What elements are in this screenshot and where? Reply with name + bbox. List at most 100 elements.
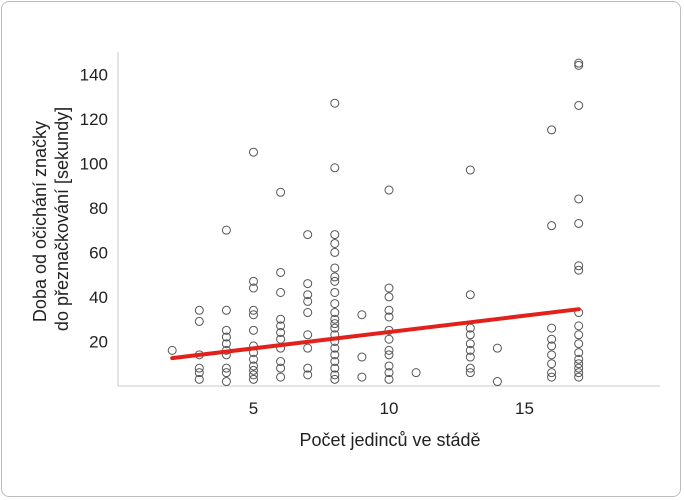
data-point	[330, 323, 340, 333]
data-point	[574, 330, 584, 340]
data-point	[574, 60, 584, 70]
data-point	[303, 308, 313, 318]
data-point	[330, 370, 340, 380]
data-point	[574, 354, 584, 364]
data-point	[249, 374, 258, 384]
data-point	[574, 368, 584, 378]
data-point	[330, 299, 340, 309]
y-tick-label: 120	[80, 110, 108, 129]
data-point	[276, 363, 286, 373]
y-tick-label: 80	[89, 199, 108, 218]
data-point	[384, 305, 394, 315]
data-point	[574, 265, 584, 275]
data-point	[547, 221, 557, 231]
data-point	[384, 350, 394, 360]
data-point	[330, 308, 340, 318]
data-point	[194, 368, 204, 378]
data-point	[574, 261, 584, 271]
data-point	[465, 330, 475, 340]
data-point	[574, 321, 584, 331]
data-point	[194, 305, 204, 315]
data-point	[465, 290, 475, 300]
data-point	[384, 185, 394, 195]
data-point	[330, 98, 340, 108]
data-point	[547, 359, 557, 369]
data-point	[384, 345, 394, 355]
data-point	[303, 230, 313, 240]
data-point	[221, 225, 231, 235]
data-point	[330, 272, 340, 282]
data-point	[547, 350, 557, 360]
data-point	[303, 279, 313, 289]
data-point	[465, 368, 475, 378]
data-point	[303, 296, 313, 306]
data-point	[221, 305, 231, 315]
data-point	[221, 325, 231, 335]
data-point	[330, 230, 340, 240]
axes	[117, 52, 660, 387]
data-point	[303, 363, 313, 373]
data-point	[249, 325, 258, 335]
x-axis-title: Počet jedinců ve stádě	[299, 430, 480, 450]
data-point	[330, 287, 340, 297]
data-point	[276, 314, 286, 324]
data-point	[249, 147, 258, 157]
data-point	[465, 345, 475, 355]
data-point	[249, 354, 258, 364]
data-point	[547, 125, 557, 135]
data-point	[249, 365, 258, 375]
data-point	[574, 218, 584, 228]
data-point	[384, 368, 394, 378]
data-point	[330, 247, 340, 257]
data-point	[330, 363, 340, 373]
data-point	[574, 348, 584, 358]
x-tick-label: 10	[380, 399, 399, 418]
data-point	[330, 319, 340, 329]
data-point	[194, 316, 204, 326]
data-point	[221, 377, 231, 387]
data-point	[167, 345, 177, 355]
x-tick-label: 5	[249, 399, 258, 418]
data-point	[303, 330, 313, 340]
data-point	[547, 323, 557, 333]
data-point	[384, 374, 394, 384]
data-point	[276, 321, 286, 331]
y-tick-label: 40	[89, 288, 108, 307]
data-point	[221, 363, 231, 373]
data-point	[574, 339, 584, 349]
data-point	[249, 310, 258, 320]
data-point	[357, 372, 367, 382]
data-point	[276, 328, 286, 338]
y-axis-title-line1: Doba od očichání značky	[30, 121, 50, 322]
data-point	[330, 238, 340, 248]
data-point	[303, 370, 313, 380]
data-point	[330, 374, 340, 384]
data-point	[330, 314, 340, 324]
data-point	[465, 339, 475, 349]
y-axis-title-line2: do přeznačkování [sekundy]	[52, 107, 72, 331]
data-point	[276, 187, 286, 197]
data-point	[276, 357, 286, 367]
data-point	[194, 374, 204, 384]
data-point	[492, 377, 502, 387]
data-point	[303, 343, 313, 353]
data-point	[547, 341, 557, 351]
data-point	[249, 283, 258, 293]
data-point	[249, 370, 258, 380]
data-point	[547, 334, 557, 344]
data-point	[547, 368, 557, 378]
data-point	[384, 292, 394, 302]
data-point	[357, 352, 367, 362]
data-point	[492, 343, 502, 353]
data-point	[194, 363, 204, 373]
data-point	[221, 332, 231, 342]
data-point	[411, 368, 421, 378]
data-point	[330, 350, 340, 360]
data-point	[276, 372, 286, 382]
y-tick-label: 140	[80, 65, 108, 84]
y-tick-labels: 20 40 60 80 100 120 140	[80, 65, 108, 351]
data-point	[384, 361, 394, 371]
y-tick-label: 20	[89, 332, 108, 351]
